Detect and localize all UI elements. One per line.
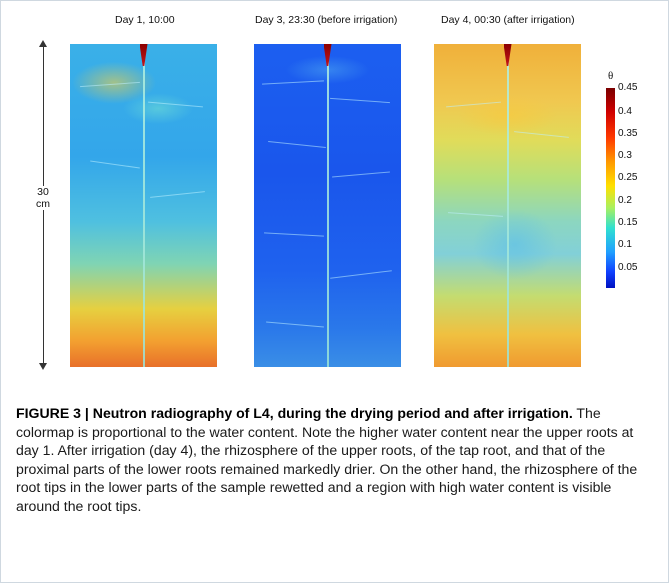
colorbar-tick: 0.4 [618, 106, 632, 117]
scale-label: 30 cm [22, 186, 64, 210]
tap-root [142, 44, 145, 367]
figure-caption: FIGURE 3 | Neutron radiography of L4, du… [16, 404, 656, 516]
colorbar-tick: 0.05 [618, 262, 638, 273]
colorbar-tick: 0.1 [618, 239, 632, 250]
tap-root [326, 44, 329, 367]
caption-text: The colormap is proportional to the wate… [16, 405, 638, 514]
caption-label: FIGURE 3 | Neutron radiography of L4, du… [16, 405, 573, 421]
panel-title-day1: Day 1, 10:00 [115, 14, 175, 26]
panel-title-day4: Day 4, 00:30 (after irrigation) [441, 14, 575, 26]
scale-unit: cm [36, 198, 50, 210]
radiograph-day3 [254, 44, 401, 367]
radiograph-day1 [70, 44, 217, 367]
colorbar-tick: 0.15 [618, 217, 638, 228]
arrow-down-icon [39, 363, 47, 370]
colorbar-tick: 0.45 [618, 82, 638, 93]
stem [139, 44, 148, 66]
colorbar-symbol: θ [608, 70, 614, 82]
colorbar-tick: 0.3 [618, 150, 632, 161]
colorbar [606, 88, 615, 288]
stem [323, 44, 332, 66]
stem [503, 44, 512, 66]
radiograph-day4 [434, 44, 581, 367]
colorbar-tick: 0.25 [618, 172, 638, 183]
colorbar-tick: 0.2 [618, 195, 632, 206]
colorbar-tick: 0.35 [618, 128, 638, 139]
tap-root [506, 44, 509, 367]
scale-value: 30 [37, 186, 49, 198]
panel-title-day3: Day 3, 23:30 (before irrigation) [255, 14, 398, 26]
arrow-up-icon [39, 40, 47, 47]
